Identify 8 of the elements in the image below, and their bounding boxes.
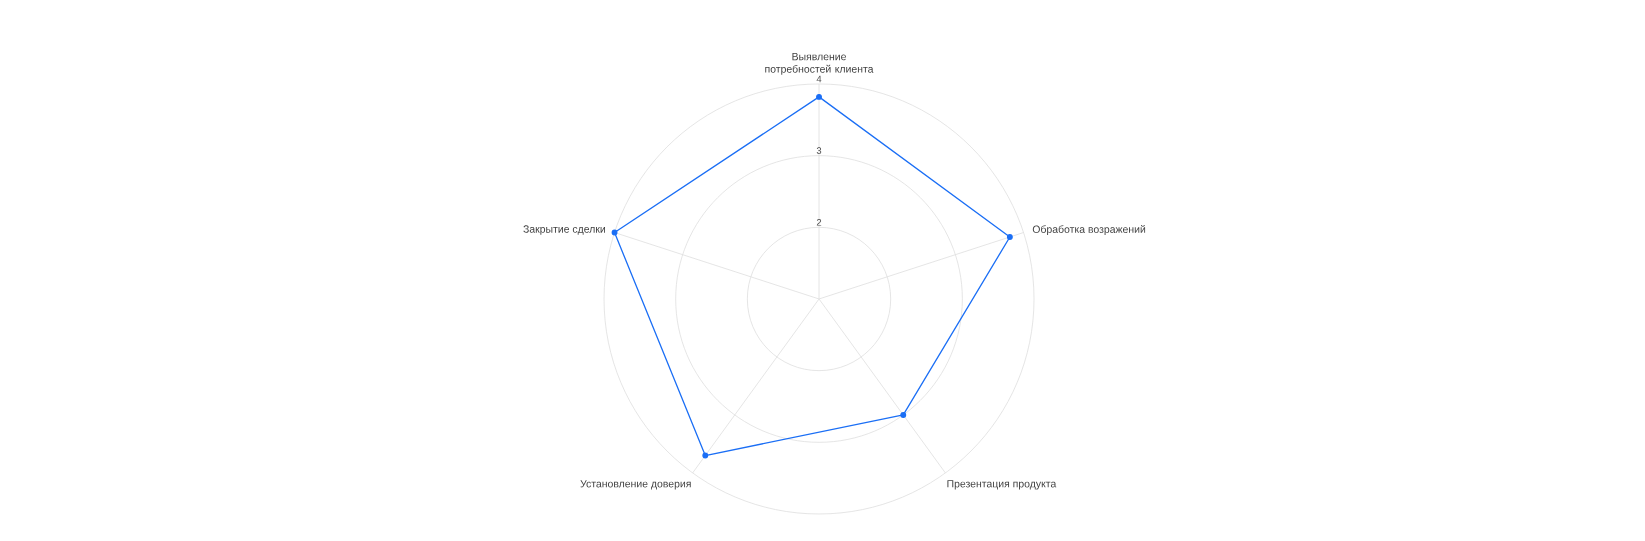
spoke-label: Установление доверия — [580, 480, 691, 490]
spoke-label: Презентация продукта — [947, 480, 1057, 490]
y-tick-label: 2 — [816, 219, 822, 226]
spoke-label: Закрытие сделки — [523, 225, 605, 235]
y-tick-label: 3 — [816, 147, 822, 154]
spoke-label: Выявление потребностей клиента — [765, 52, 874, 75]
y-tick-label: 4 — [816, 75, 822, 83]
spoke-label: Обработка возражений — [1032, 225, 1146, 236]
